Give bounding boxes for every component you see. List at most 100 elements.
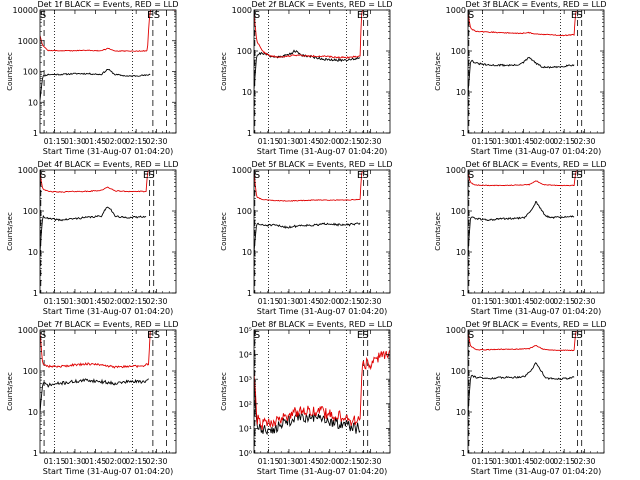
y-tick-label: 1 xyxy=(461,129,466,138)
chart-title: Det 1f BLACK = Events, RED = LLD xyxy=(37,0,178,9)
x-tick-label: 01:45 xyxy=(85,137,107,146)
x-tick-label: 01:45 xyxy=(299,137,321,146)
y-tick-label: 10 xyxy=(28,408,38,417)
marker-s: S xyxy=(362,330,368,341)
x-tick-label: 02:30 xyxy=(360,297,382,306)
marker-s-start: S xyxy=(254,10,260,21)
plot-area xyxy=(40,330,167,453)
y-tick-label: 10 xyxy=(28,98,38,107)
x-tick-label: 01:45 xyxy=(85,457,107,466)
plot-frame xyxy=(39,329,177,454)
x-tick-label: 02:00 xyxy=(105,297,127,306)
x-tick-label: 02:30 xyxy=(146,137,168,146)
y-axis-label: Counts/sec xyxy=(220,52,228,91)
y-tick-label: 10⁵ xyxy=(239,326,252,335)
marker-s-start: S xyxy=(254,170,260,181)
chart-title: Det 6f BLACK = Events, RED = LLD xyxy=(465,160,606,169)
chart-title: Det 2f BLACK = Events, RED = LLD xyxy=(251,0,392,9)
y-tick-label: 100 xyxy=(237,47,252,56)
marker-s-start: S xyxy=(468,330,474,341)
x-tick-label: 01:30 xyxy=(278,137,300,146)
x-axis-label: Start Time (31-Aug-07 01:04:20) xyxy=(471,467,602,476)
y-tick-label: 1 xyxy=(247,289,252,298)
marker-s: S xyxy=(148,170,154,181)
marker-s: S xyxy=(576,10,582,21)
x-tick-label: 02:00 xyxy=(319,297,341,306)
x-tick-label: 01:15 xyxy=(258,297,280,306)
y-tick-label: 1000 xyxy=(232,6,252,15)
y-tick-label: 100 xyxy=(237,207,252,216)
y-tick-label: 10⁴ xyxy=(239,351,252,360)
marker-s: S xyxy=(362,10,368,21)
y-tick-label: 1 xyxy=(461,449,466,458)
x-tick-label: 02:15 xyxy=(553,297,575,306)
chart-title: Det 9f BLACK = Events, RED = LLD xyxy=(465,320,606,329)
plot-frame xyxy=(467,329,605,454)
y-tick-label: 100 xyxy=(451,47,466,56)
lld-series-line xyxy=(254,350,390,430)
x-tick-label: 02:15 xyxy=(339,137,361,146)
x-tick-label: 01:30 xyxy=(492,297,514,306)
lld-series-line xyxy=(254,10,363,59)
marker-e: E xyxy=(571,170,577,181)
lld-series-line xyxy=(468,170,577,187)
y-tick-label: 1000 xyxy=(232,166,252,175)
y-tick-label: 1 xyxy=(33,449,38,458)
x-axis-label: Start Time (31-Aug-07 01:04:20) xyxy=(43,147,174,156)
y-axis-label: Counts/sec xyxy=(434,212,442,251)
y-axis-label: Counts/sec xyxy=(434,372,442,411)
x-tick-label: 02:30 xyxy=(360,457,382,466)
x-axis-label: Start Time (31-Aug-07 01:04:20) xyxy=(43,467,174,476)
y-tick-label: 10¹ xyxy=(239,424,252,433)
marker-s: S xyxy=(362,170,368,181)
y-tick-label: 100 xyxy=(23,68,38,77)
y-tick-label: 10 xyxy=(28,248,38,257)
y-tick-label: 100 xyxy=(451,207,466,216)
y-tick-label: 10⁰ xyxy=(239,449,252,458)
chart-title: Det 4f BLACK = Events, RED = LLD xyxy=(37,160,178,169)
y-tick-label: 10000 xyxy=(13,6,38,15)
x-tick-label: 02:00 xyxy=(105,137,127,146)
plot-area xyxy=(468,10,583,133)
x-tick-label: 01:30 xyxy=(64,137,86,146)
y-axis-label: Counts/sec xyxy=(6,372,14,411)
marker-e: E xyxy=(357,330,363,341)
x-tick-label: 02:00 xyxy=(533,137,555,146)
y-axis-label: Counts/sec xyxy=(220,212,228,251)
x-tick-label: 01:30 xyxy=(492,457,514,466)
x-tick-label: 02:30 xyxy=(574,297,596,306)
events-series-line xyxy=(468,56,575,93)
y-tick-label: 1 xyxy=(33,289,38,298)
y-tick-label: 10 xyxy=(242,248,252,257)
y-tick-label: 10 xyxy=(456,248,466,257)
plot-area xyxy=(254,10,369,133)
x-tick-label: 01:30 xyxy=(492,137,514,146)
x-axis-label: Start Time (31-Aug-07 01:04:20) xyxy=(257,147,388,156)
y-tick-label: 1 xyxy=(33,129,38,138)
y-axis-label: Counts/sec xyxy=(220,372,228,411)
marker-s: S xyxy=(576,330,582,341)
lld-series-line xyxy=(468,10,577,37)
marker-e: E xyxy=(147,10,153,21)
x-axis-label: Start Time (31-Aug-07 01:04:20) xyxy=(257,307,388,316)
plot-frame xyxy=(253,9,391,134)
x-tick-label: 01:30 xyxy=(278,457,300,466)
marker-s-start: S xyxy=(468,170,474,181)
y-tick-label: 10 xyxy=(242,88,252,97)
plot-frame xyxy=(253,169,391,294)
x-tick-label: 02:30 xyxy=(146,457,168,466)
x-tick-label: 01:15 xyxy=(472,457,494,466)
x-tick-label: 01:15 xyxy=(258,137,280,146)
y-tick-label: 10² xyxy=(239,400,252,409)
marker-s: S xyxy=(154,330,160,341)
plot-frame xyxy=(253,329,391,454)
x-tick-label: 01:45 xyxy=(299,297,321,306)
marker-s-start: S xyxy=(468,10,474,21)
lld-series-line xyxy=(40,331,152,369)
y-tick-label: 100 xyxy=(451,367,466,376)
chart-title: Det 5f BLACK = Events, RED = LLD xyxy=(251,160,392,169)
events-series-line xyxy=(468,362,575,413)
